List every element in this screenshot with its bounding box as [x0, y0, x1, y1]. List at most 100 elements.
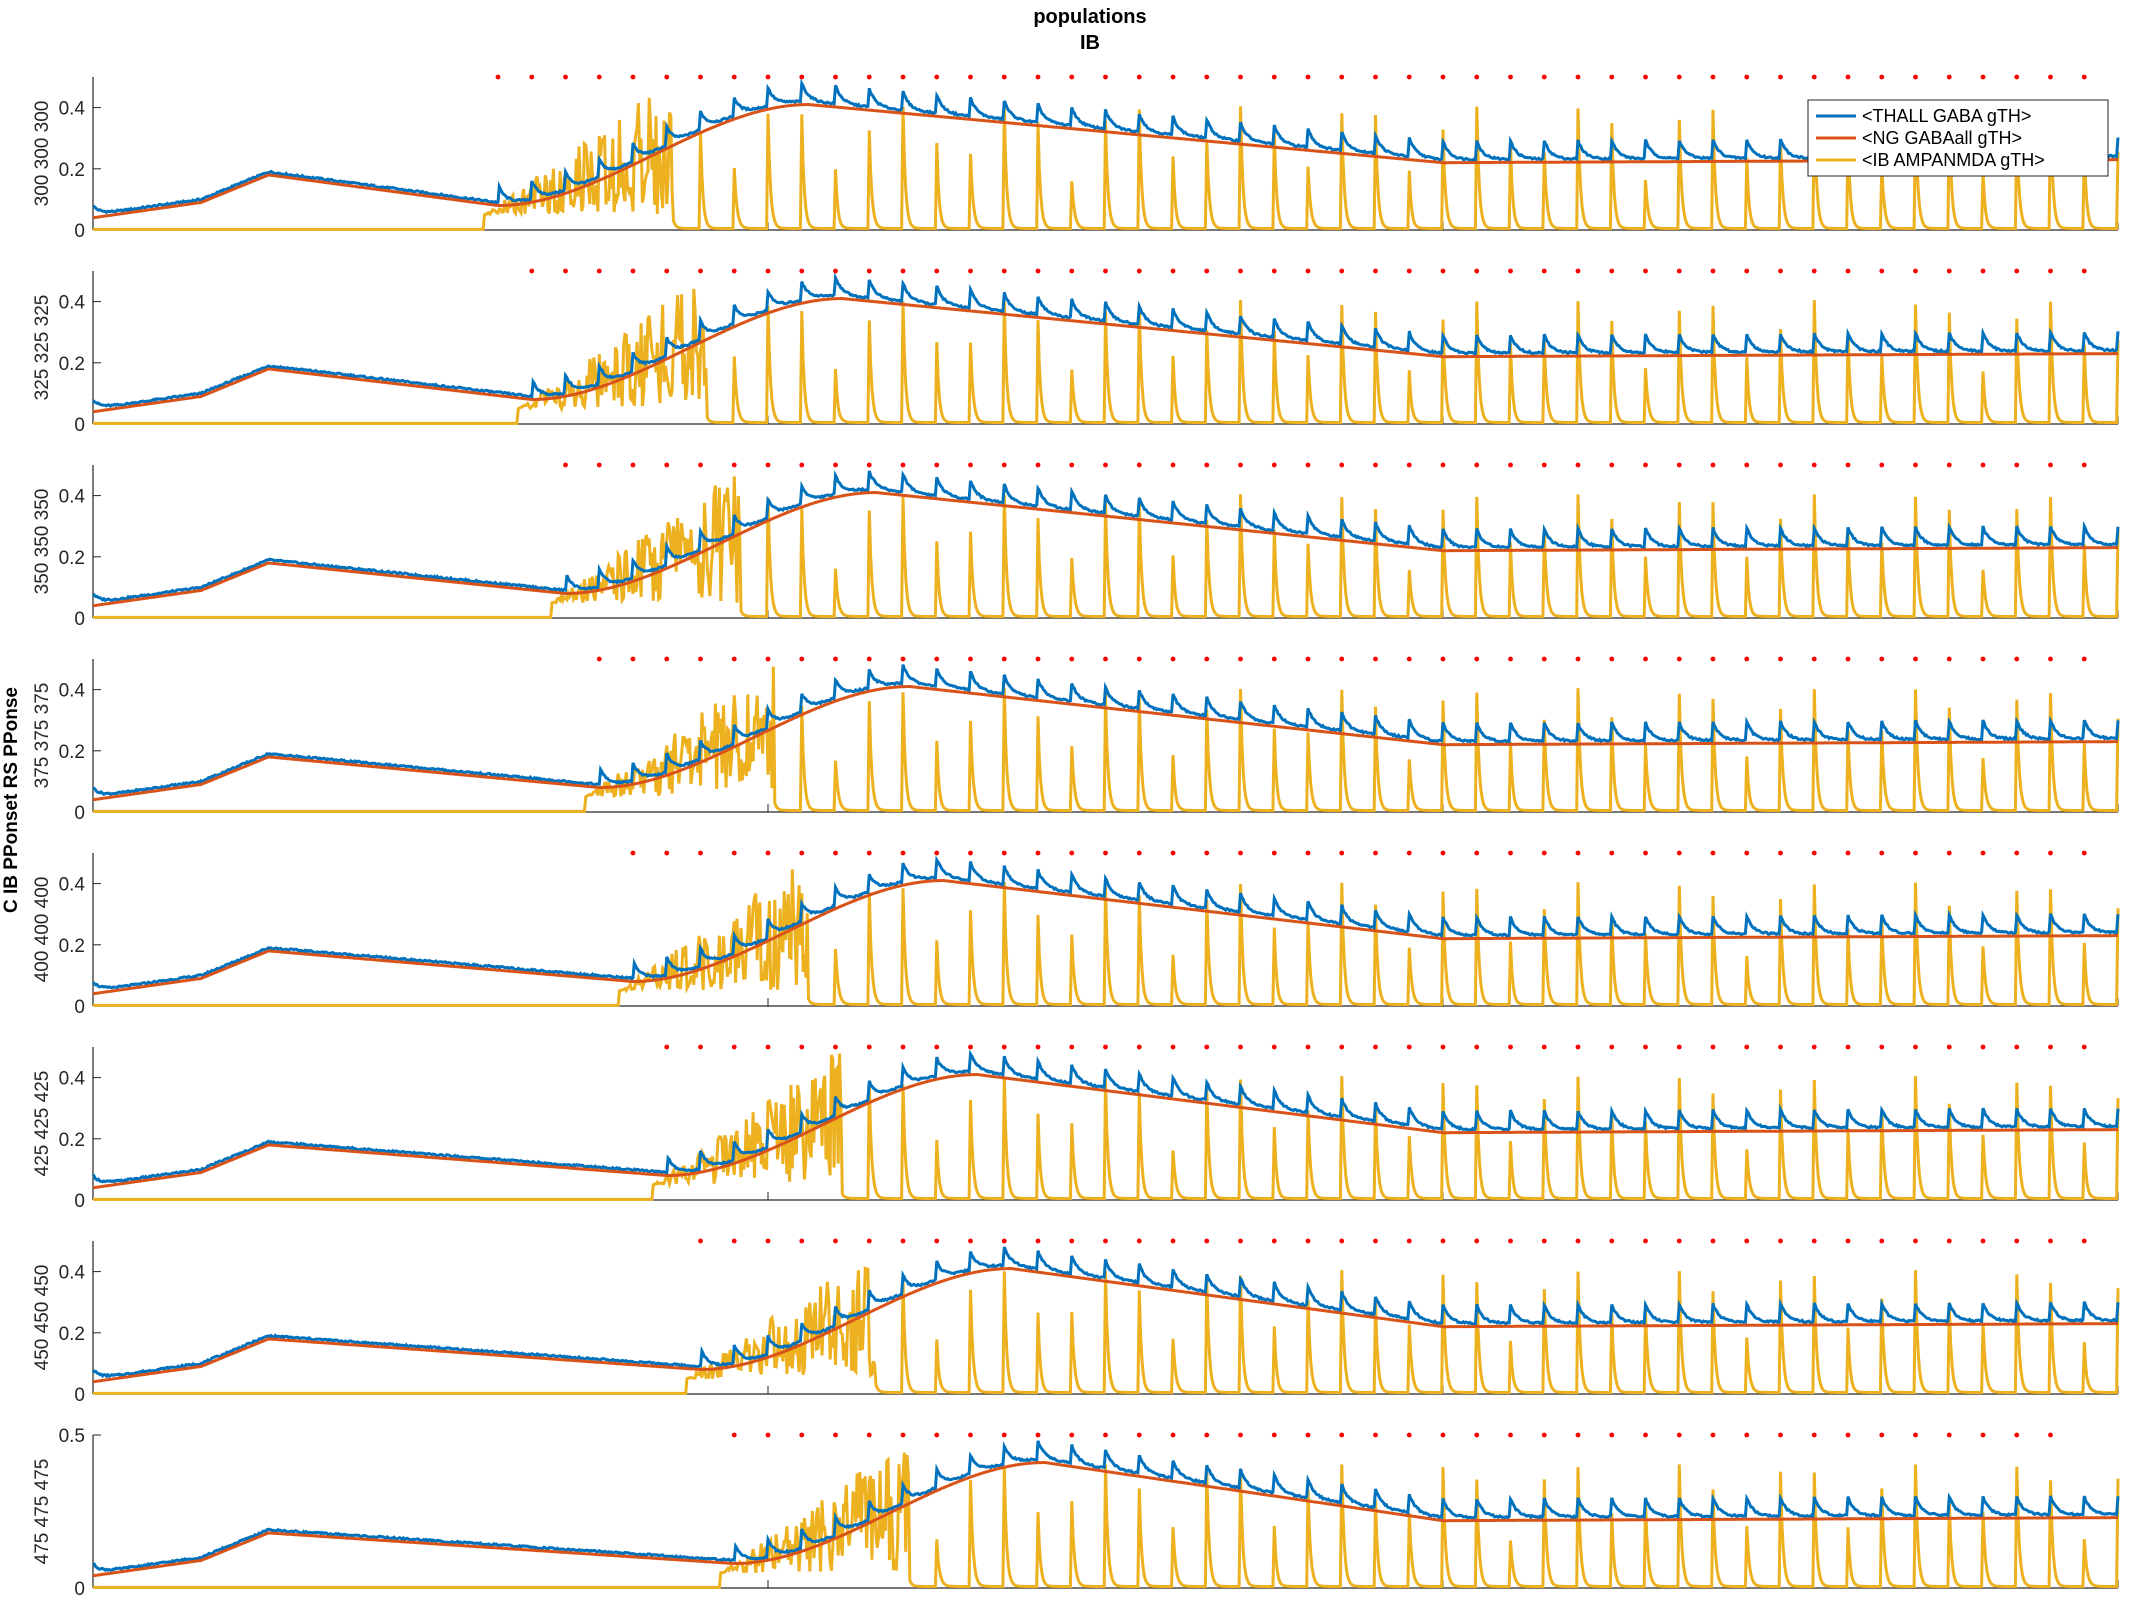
ib-ampanmda-line — [93, 1265, 2120, 1395]
marker-dot — [765, 268, 771, 274]
marker-dot — [1845, 268, 1851, 274]
marker-dot — [1136, 656, 1142, 662]
ng-gabaall-line — [92, 1073, 2118, 1190]
chart-title: populations — [1033, 6, 1146, 28]
y-tick-label: 0.2 — [59, 548, 85, 569]
marker-dot — [1913, 1238, 1918, 1244]
marker-dot — [1845, 1238, 1851, 1244]
marker-dot — [900, 268, 906, 274]
marker-dot — [1440, 268, 1446, 274]
marker-dot — [799, 74, 805, 80]
marker-dot — [900, 74, 906, 80]
marker-dot — [799, 1432, 805, 1438]
chart-subtitle: IB — [1080, 32, 1100, 54]
marker-dot — [1845, 850, 1851, 856]
marker-dot — [1440, 850, 1446, 856]
marker-dot — [698, 268, 703, 274]
marker-dot — [1845, 74, 1851, 80]
marker-dot — [1373, 1044, 1378, 1050]
marker-dot — [2014, 656, 2020, 662]
marker-dot — [698, 656, 703, 662]
marker-dot — [799, 268, 805, 274]
marker-dot — [1541, 850, 1547, 856]
marker-dot — [1676, 850, 1682, 856]
marker-dot — [934, 1044, 940, 1050]
marker-dot — [2048, 1238, 2053, 1244]
marker-dot — [1238, 462, 1243, 468]
marker-dot — [833, 656, 838, 662]
marker-dot — [1204, 74, 1210, 80]
marker-dot — [1609, 1432, 1615, 1438]
marker-dot — [1778, 656, 1783, 662]
marker-dot — [1710, 462, 1716, 468]
marker-dot — [799, 462, 805, 468]
marker-dot — [1946, 656, 1952, 662]
marker-dot — [866, 656, 872, 662]
marker-dot — [1811, 462, 1817, 468]
marker-dot — [968, 850, 973, 856]
legend-entry: <THALL GABA gTH> — [1862, 106, 2031, 126]
marker-dot — [1103, 1432, 1108, 1438]
marker-dot — [495, 74, 501, 80]
marker-dot — [2014, 850, 2020, 856]
ng-gabaall-line — [92, 297, 2118, 414]
marker-dot — [1271, 1044, 1277, 1050]
y-tick-label: 0.2 — [59, 1130, 85, 1151]
marker-dot — [596, 268, 602, 274]
marker-dot — [1508, 1044, 1513, 1050]
marker-dot — [698, 850, 703, 856]
marker-dot — [1474, 656, 1480, 662]
marker-dot — [866, 1238, 872, 1244]
y-tick-label: 0 — [74, 1191, 85, 1212]
marker-dot — [1373, 74, 1378, 80]
marker-dot — [1373, 1238, 1378, 1244]
marker-dot — [1170, 462, 1176, 468]
marker-dot — [1001, 74, 1007, 80]
marker-dot — [1204, 850, 1210, 856]
marker-dot — [833, 1044, 838, 1050]
marker-dot — [1541, 74, 1547, 80]
marker-dot — [630, 74, 636, 80]
marker-dot — [833, 462, 838, 468]
marker-dot — [1136, 1432, 1142, 1438]
marker-dot — [1271, 268, 1277, 274]
marker-dot — [1946, 268, 1952, 274]
marker-dot — [1339, 1044, 1345, 1050]
marker-dot — [765, 1044, 771, 1050]
marker-dot — [1609, 850, 1615, 856]
marker-dot — [664, 462, 670, 468]
marker-dot — [1744, 1044, 1750, 1050]
marker-dot — [1373, 656, 1378, 662]
marker-dot — [698, 462, 703, 468]
row-label: 450 450 450 — [32, 1265, 53, 1371]
marker-dot — [833, 1432, 838, 1438]
thall-gaba-line — [92, 1440, 2120, 1573]
marker-dot — [1609, 1238, 1615, 1244]
marker-dot — [1001, 850, 1007, 856]
marker-dot — [1710, 1432, 1716, 1438]
marker-dot — [1778, 74, 1783, 80]
marker-dot — [1541, 656, 1547, 662]
marker-dot — [698, 74, 703, 80]
marker-dot — [1643, 656, 1648, 662]
marker-dot — [563, 74, 568, 80]
marker-dot — [1879, 1044, 1885, 1050]
marker-dot — [1811, 268, 1817, 274]
marker-dot — [1170, 74, 1176, 80]
marker-dot — [1778, 1044, 1783, 1050]
marker-dot — [1406, 1044, 1412, 1050]
marker-dot — [1440, 1238, 1446, 1244]
marker-dot — [934, 1238, 940, 1244]
y-tick-label: 0.4 — [59, 487, 86, 508]
marker-dot — [1305, 656, 1311, 662]
marker-dot — [1103, 656, 1108, 662]
marker-dot — [900, 1238, 906, 1244]
marker-dot — [900, 1044, 906, 1050]
marker-dot — [1980, 1238, 1986, 1244]
y-tick-label: 0.2 — [59, 1324, 85, 1345]
marker-dot — [1508, 850, 1513, 856]
marker-dot — [1676, 74, 1682, 80]
thall-gaba-line — [91, 272, 2120, 409]
thall-gaba-line — [91, 855, 2120, 990]
